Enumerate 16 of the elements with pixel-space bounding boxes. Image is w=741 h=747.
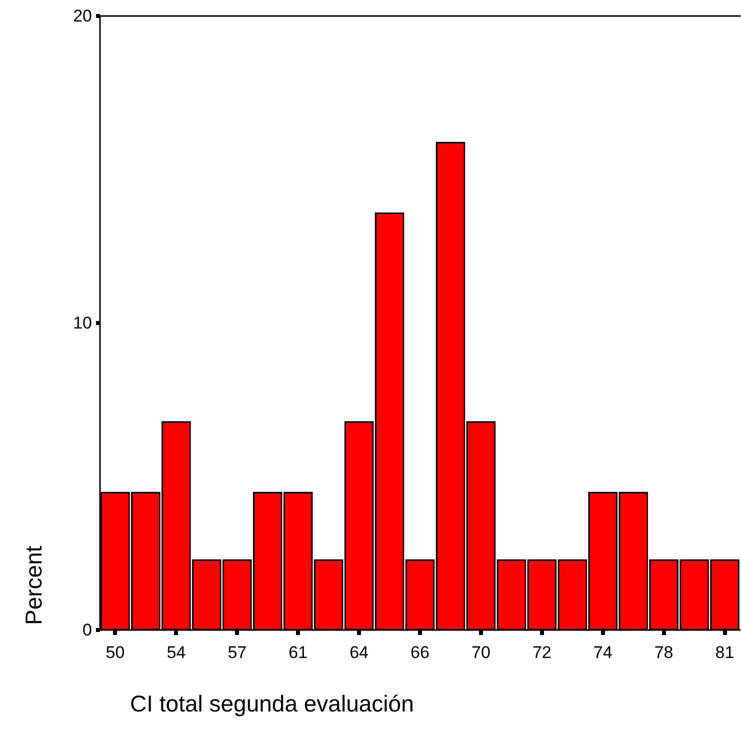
- x-tick-label: 50: [106, 643, 125, 662]
- x-tick-label: 81: [715, 643, 734, 662]
- x-tick-label: 78: [654, 643, 674, 662]
- x-tick-label: 54: [166, 643, 186, 662]
- y-tick-label: 10: [73, 314, 92, 332]
- x-tick-label: 72: [532, 643, 552, 662]
- y-tick-label: 0: [82, 620, 92, 640]
- x-tick-label: 70: [471, 643, 490, 662]
- x-tick-label: 64: [350, 643, 369, 662]
- y-axis-title: Percent: [20, 545, 46, 625]
- x-axis-title: CI total segunda evaluación: [130, 690, 414, 716]
- y-tick-label: 20: [73, 6, 92, 26]
- x-tick-label: 74: [593, 643, 612, 662]
- x-tick-label: 57: [228, 643, 247, 662]
- x-tick-label: 61: [288, 643, 308, 662]
- x-tick-label: 66: [410, 643, 430, 662]
